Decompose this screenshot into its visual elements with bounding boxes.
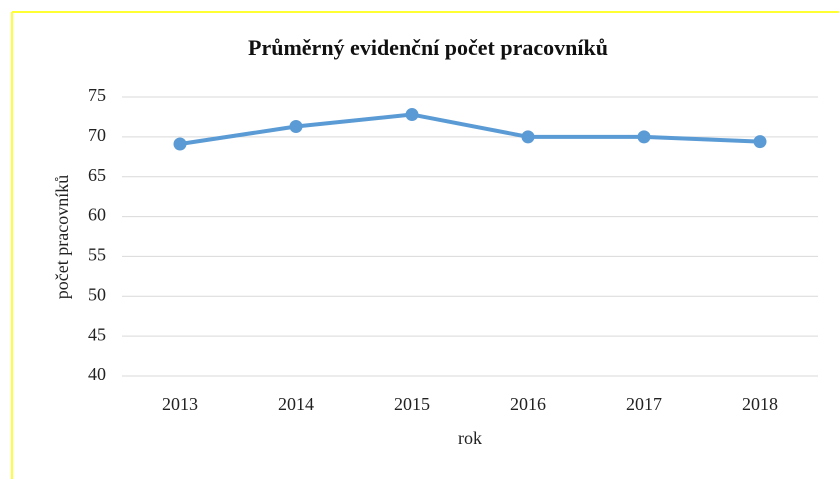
data-point: [289, 119, 303, 133]
y-tick-label: 65: [88, 165, 106, 185]
x-tick-label: 2017: [626, 394, 662, 414]
data-point: [405, 108, 419, 122]
x-tick-label: 2016: [510, 394, 546, 414]
data-line: [179, 112, 761, 147]
data-point: [753, 135, 767, 149]
x-tick-label: 2013: [162, 394, 198, 414]
y-tick-label: 70: [88, 125, 106, 145]
y-tick-label: 50: [88, 284, 106, 304]
y-tick-label: 45: [88, 324, 106, 344]
y-tick-label: 60: [88, 205, 106, 225]
y-tick-label: 40: [88, 364, 106, 384]
y-axis-label: počet pracovníků: [52, 175, 72, 299]
data-point: [637, 130, 651, 144]
y-tick-label: 55: [88, 245, 106, 265]
y-tick-label: 75: [88, 85, 106, 105]
data-point: [173, 137, 187, 151]
data-point: [521, 130, 535, 144]
x-axis-label: rok: [458, 428, 482, 448]
x-tick-label: 2014: [278, 394, 314, 414]
chart-title: Průměrný evidenční počet pracovníků: [248, 35, 608, 60]
x-tick-label: 2018: [742, 394, 778, 414]
x-tick-label: 2015: [394, 394, 430, 414]
